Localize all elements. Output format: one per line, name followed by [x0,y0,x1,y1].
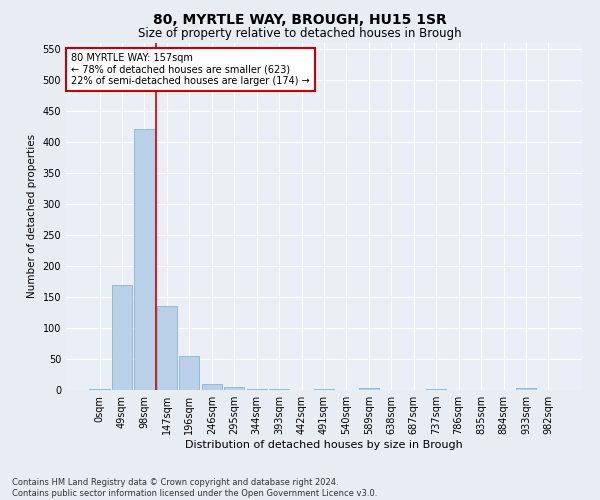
Bar [224,387,244,390]
Bar [516,388,536,390]
Text: 80 MYRTLE WAY: 157sqm
← 78% of detached houses are smaller (623)
22% of semi-det: 80 MYRTLE WAY: 157sqm ← 78% of detached … [71,53,310,86]
Bar [179,356,199,390]
Bar [112,284,132,390]
Bar [202,384,222,390]
Bar [89,389,110,390]
Text: Size of property relative to detached houses in Brough: Size of property relative to detached ho… [138,28,462,40]
Bar [134,130,155,390]
Bar [359,388,379,390]
Y-axis label: Number of detached properties: Number of detached properties [27,134,37,298]
Text: Contains HM Land Registry data © Crown copyright and database right 2024.
Contai: Contains HM Land Registry data © Crown c… [12,478,377,498]
Bar [157,306,177,390]
X-axis label: Distribution of detached houses by size in Brough: Distribution of detached houses by size … [185,440,463,450]
Text: 80, MYRTLE WAY, BROUGH, HU15 1SR: 80, MYRTLE WAY, BROUGH, HU15 1SR [153,12,447,26]
